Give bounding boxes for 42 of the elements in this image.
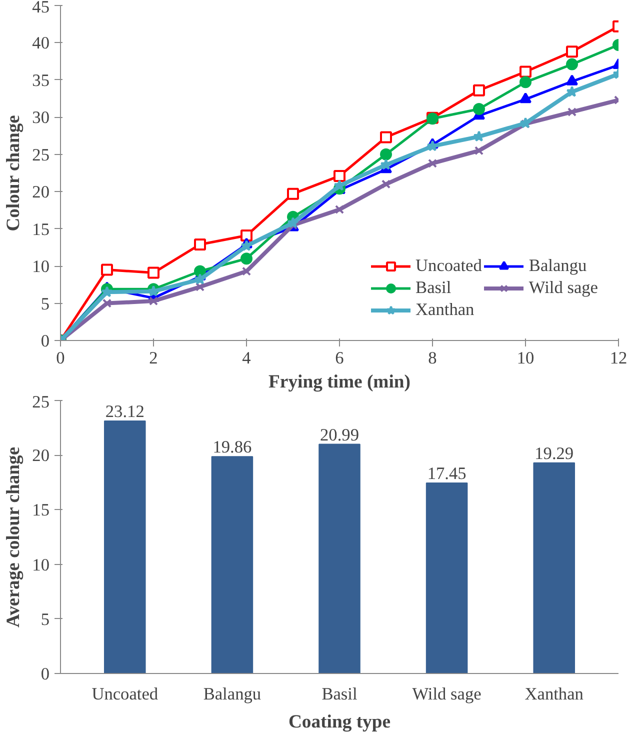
- y-axis-title: Colour change: [3, 115, 24, 232]
- x-tick-label: 10: [516, 348, 534, 368]
- y-tick-label: 5: [40, 294, 50, 314]
- x-tick-label: Xanthan: [524, 684, 584, 704]
- y-tick-label: 25: [32, 145, 50, 164]
- x-tick-label: Balangu: [203, 684, 262, 704]
- y-tick-label: 10: [32, 555, 50, 574]
- x-tick-label: Wild sage: [412, 684, 482, 704]
- x-tick-label: 8: [428, 348, 437, 368]
- y-tick-label: 20: [32, 182, 50, 202]
- legend-label: Basil: [416, 278, 452, 298]
- y-tick-label: 10: [32, 257, 50, 276]
- data-label: 20.99: [320, 425, 360, 444]
- y-tick-label: 40: [32, 34, 50, 53]
- x-tick-label: Uncoated: [92, 684, 158, 704]
- x-tick-label: 0: [56, 348, 65, 368]
- y-tick-label: 20: [32, 446, 50, 466]
- y-tick-label: 25: [32, 392, 50, 412]
- y-tick-label: 35: [32, 70, 50, 90]
- x-tick-label: 4: [242, 348, 252, 368]
- legend-label: Uncoated: [416, 256, 482, 276]
- legend-label: Balangu: [528, 256, 587, 276]
- legend-label: Xanthan: [416, 300, 474, 320]
- y-tick-label: 30: [32, 108, 50, 128]
- x-axis-title: Coating type: [288, 712, 391, 732]
- x-tick-label: 6: [335, 348, 344, 368]
- y-tick-label: 45: [32, 0, 50, 16]
- x-tick-label: 12: [610, 348, 628, 368]
- y-tick-label: 15: [32, 220, 50, 239]
- y-tick-label: 0: [40, 332, 50, 350]
- y-tick-label: 0: [40, 664, 50, 684]
- data-label: 23.12: [105, 402, 144, 422]
- data-label: 17.45: [427, 464, 466, 483]
- data-label: 19.86: [212, 438, 252, 457]
- y-tick-label: 5: [40, 610, 50, 629]
- x-tick-label: 2: [149, 348, 158, 368]
- y-tick-label: 15: [32, 500, 50, 520]
- y-axis-title: Average colour change: [3, 446, 24, 628]
- legend-label: Wild sage: [528, 278, 598, 298]
- x-axis-title: Frying time (min): [268, 372, 410, 392]
- data-label: 19.29: [534, 444, 574, 463]
- x-tick-label: Basil: [322, 684, 358, 704]
